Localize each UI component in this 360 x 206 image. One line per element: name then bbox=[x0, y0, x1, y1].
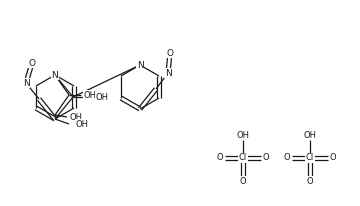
Text: OH: OH bbox=[69, 112, 82, 122]
Text: O: O bbox=[263, 153, 269, 163]
Text: O: O bbox=[284, 153, 290, 163]
Text: N: N bbox=[165, 69, 171, 77]
Text: OH: OH bbox=[303, 130, 316, 139]
Text: OH: OH bbox=[95, 92, 108, 102]
Text: OH: OH bbox=[237, 130, 249, 139]
Text: O: O bbox=[166, 48, 174, 57]
Text: Cl: Cl bbox=[306, 153, 314, 163]
Text: OH: OH bbox=[75, 119, 88, 129]
Text: O: O bbox=[240, 177, 246, 185]
Text: Cl: Cl bbox=[239, 153, 247, 163]
Text: O: O bbox=[28, 59, 36, 68]
Text: OH: OH bbox=[83, 90, 96, 99]
Text: N: N bbox=[51, 70, 58, 80]
Text: O: O bbox=[330, 153, 336, 163]
Text: N: N bbox=[137, 61, 143, 69]
Text: N: N bbox=[23, 78, 30, 88]
Text: O: O bbox=[217, 153, 223, 163]
Text: O: O bbox=[307, 177, 313, 185]
